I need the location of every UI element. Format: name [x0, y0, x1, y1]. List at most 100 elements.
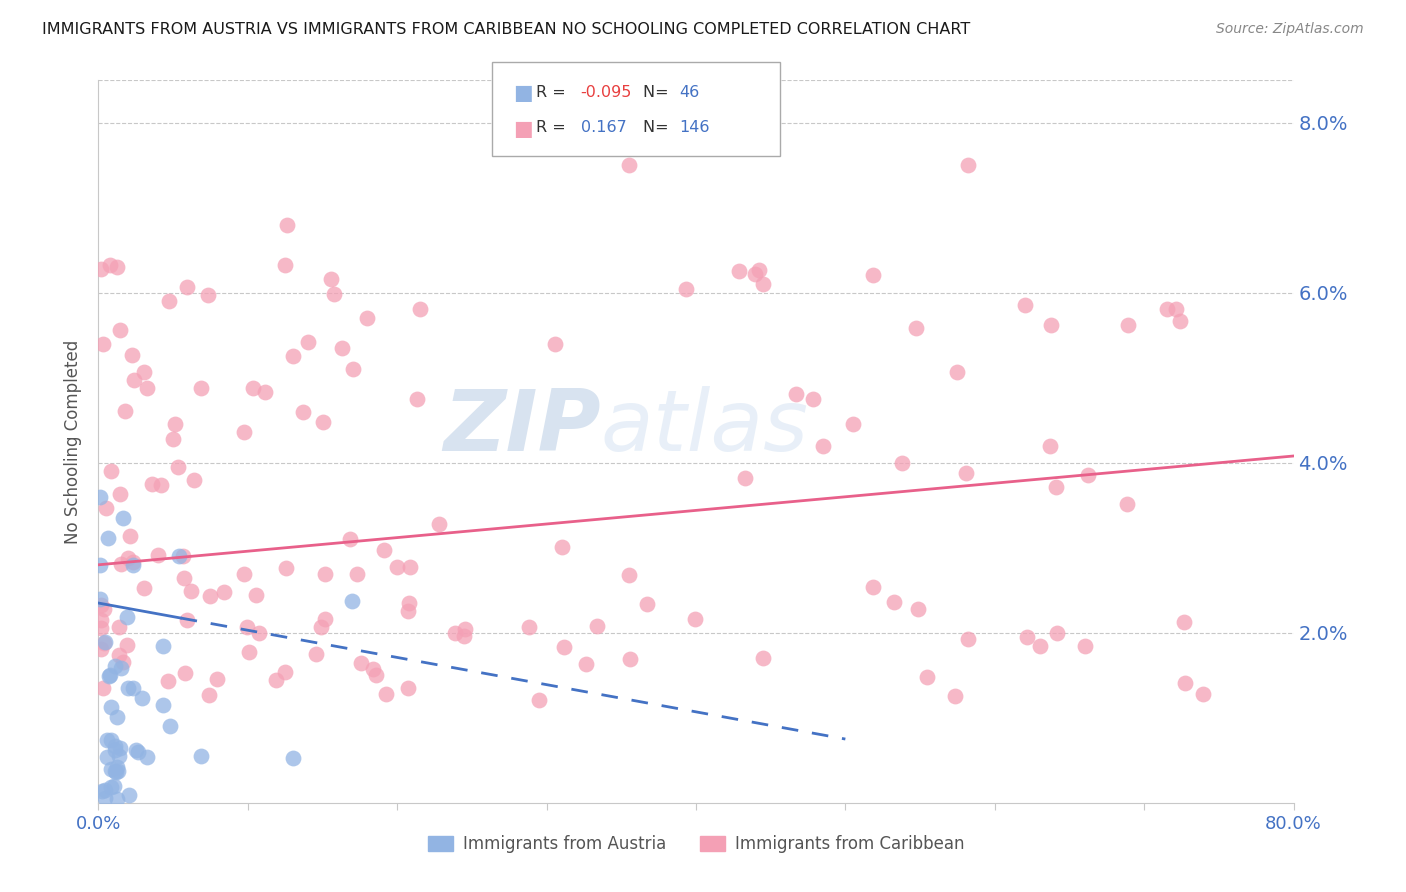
Point [150, 477, 173, 491]
Point [264, 673, 287, 688]
Point [915, 670, 938, 684]
Point [198, 688, 221, 702]
Point [100, 763, 122, 777]
Point [1168, 313, 1191, 327]
Point [108, 323, 131, 337]
Point [89, 558, 111, 572]
Point [105, 260, 128, 275]
Point [292, 405, 315, 419]
Point [617, 158, 640, 172]
Point [242, 381, 264, 395]
Point [274, 258, 297, 272]
Point [957, 632, 980, 647]
Point [110, 660, 132, 674]
Point [314, 566, 336, 581]
Point [121, 348, 143, 362]
Point [156, 674, 179, 689]
Point [956, 158, 979, 172]
Point [322, 286, 344, 301]
Point [108, 741, 131, 756]
Point [398, 596, 420, 610]
Text: -0.095: -0.095 [581, 85, 633, 100]
Point [134, 365, 156, 379]
Point [617, 568, 640, 582]
Point [117, 681, 139, 695]
Point [1029, 640, 1052, 654]
Text: R =: R = [536, 85, 571, 100]
Point [882, 595, 904, 609]
Point [1014, 298, 1036, 312]
Point [131, 690, 153, 705]
Point [454, 622, 477, 636]
Point [406, 392, 429, 407]
Point [385, 559, 409, 574]
Point [373, 543, 395, 558]
Point [297, 335, 319, 350]
Point [190, 381, 212, 395]
Point [346, 567, 368, 582]
Point [141, 476, 163, 491]
Point [551, 540, 574, 554]
Point [1192, 687, 1215, 701]
Point [183, 473, 205, 487]
Text: 146: 146 [679, 120, 710, 136]
Point [254, 384, 277, 399]
Point [94, 791, 117, 805]
Point [115, 610, 138, 624]
Point [104, 739, 127, 754]
Point [1040, 318, 1063, 333]
Point [907, 601, 929, 615]
Point [90, 261, 112, 276]
Point [174, 665, 197, 680]
Legend: Immigrants from Austria, Immigrants from Caribbean: Immigrants from Austria, Immigrants from… [422, 828, 970, 860]
Point [1174, 676, 1197, 690]
Point [173, 571, 195, 585]
Point [190, 749, 212, 764]
Point [553, 640, 575, 654]
Point [120, 529, 142, 543]
Point [274, 560, 297, 574]
Point [121, 558, 143, 572]
Point [122, 555, 145, 569]
Point [108, 648, 131, 662]
Point [136, 380, 159, 394]
Point [748, 263, 770, 277]
Point [105, 710, 128, 724]
Point [93, 681, 115, 695]
Point [544, 336, 567, 351]
Point [1156, 302, 1178, 317]
Point [281, 350, 304, 364]
Point [108, 620, 131, 634]
Text: 0.167: 0.167 [581, 120, 627, 136]
Point [122, 681, 145, 695]
Point [90, 621, 112, 635]
Point [443, 625, 465, 640]
Point [862, 580, 884, 594]
Point [100, 700, 122, 714]
Point [94, 635, 117, 649]
Text: Source: ZipAtlas.com: Source: ZipAtlas.com [1216, 22, 1364, 37]
Point [236, 620, 259, 634]
Point [90, 641, 112, 656]
Point [232, 566, 254, 581]
Point [1077, 467, 1099, 482]
Point [1173, 615, 1195, 629]
Point [173, 549, 195, 563]
Point [117, 550, 139, 565]
Point [146, 548, 169, 562]
Point [238, 645, 260, 659]
Point [1038, 439, 1060, 453]
Text: 46: 46 [679, 85, 699, 100]
Point [152, 639, 174, 653]
Point [904, 320, 927, 334]
Point [586, 619, 609, 633]
Point [104, 765, 127, 780]
Point [575, 657, 598, 671]
Point [734, 471, 756, 485]
Point [619, 652, 641, 666]
Point [90, 598, 112, 612]
Point [107, 764, 129, 779]
Point [112, 511, 135, 525]
Point [152, 698, 174, 713]
Point [675, 282, 697, 296]
